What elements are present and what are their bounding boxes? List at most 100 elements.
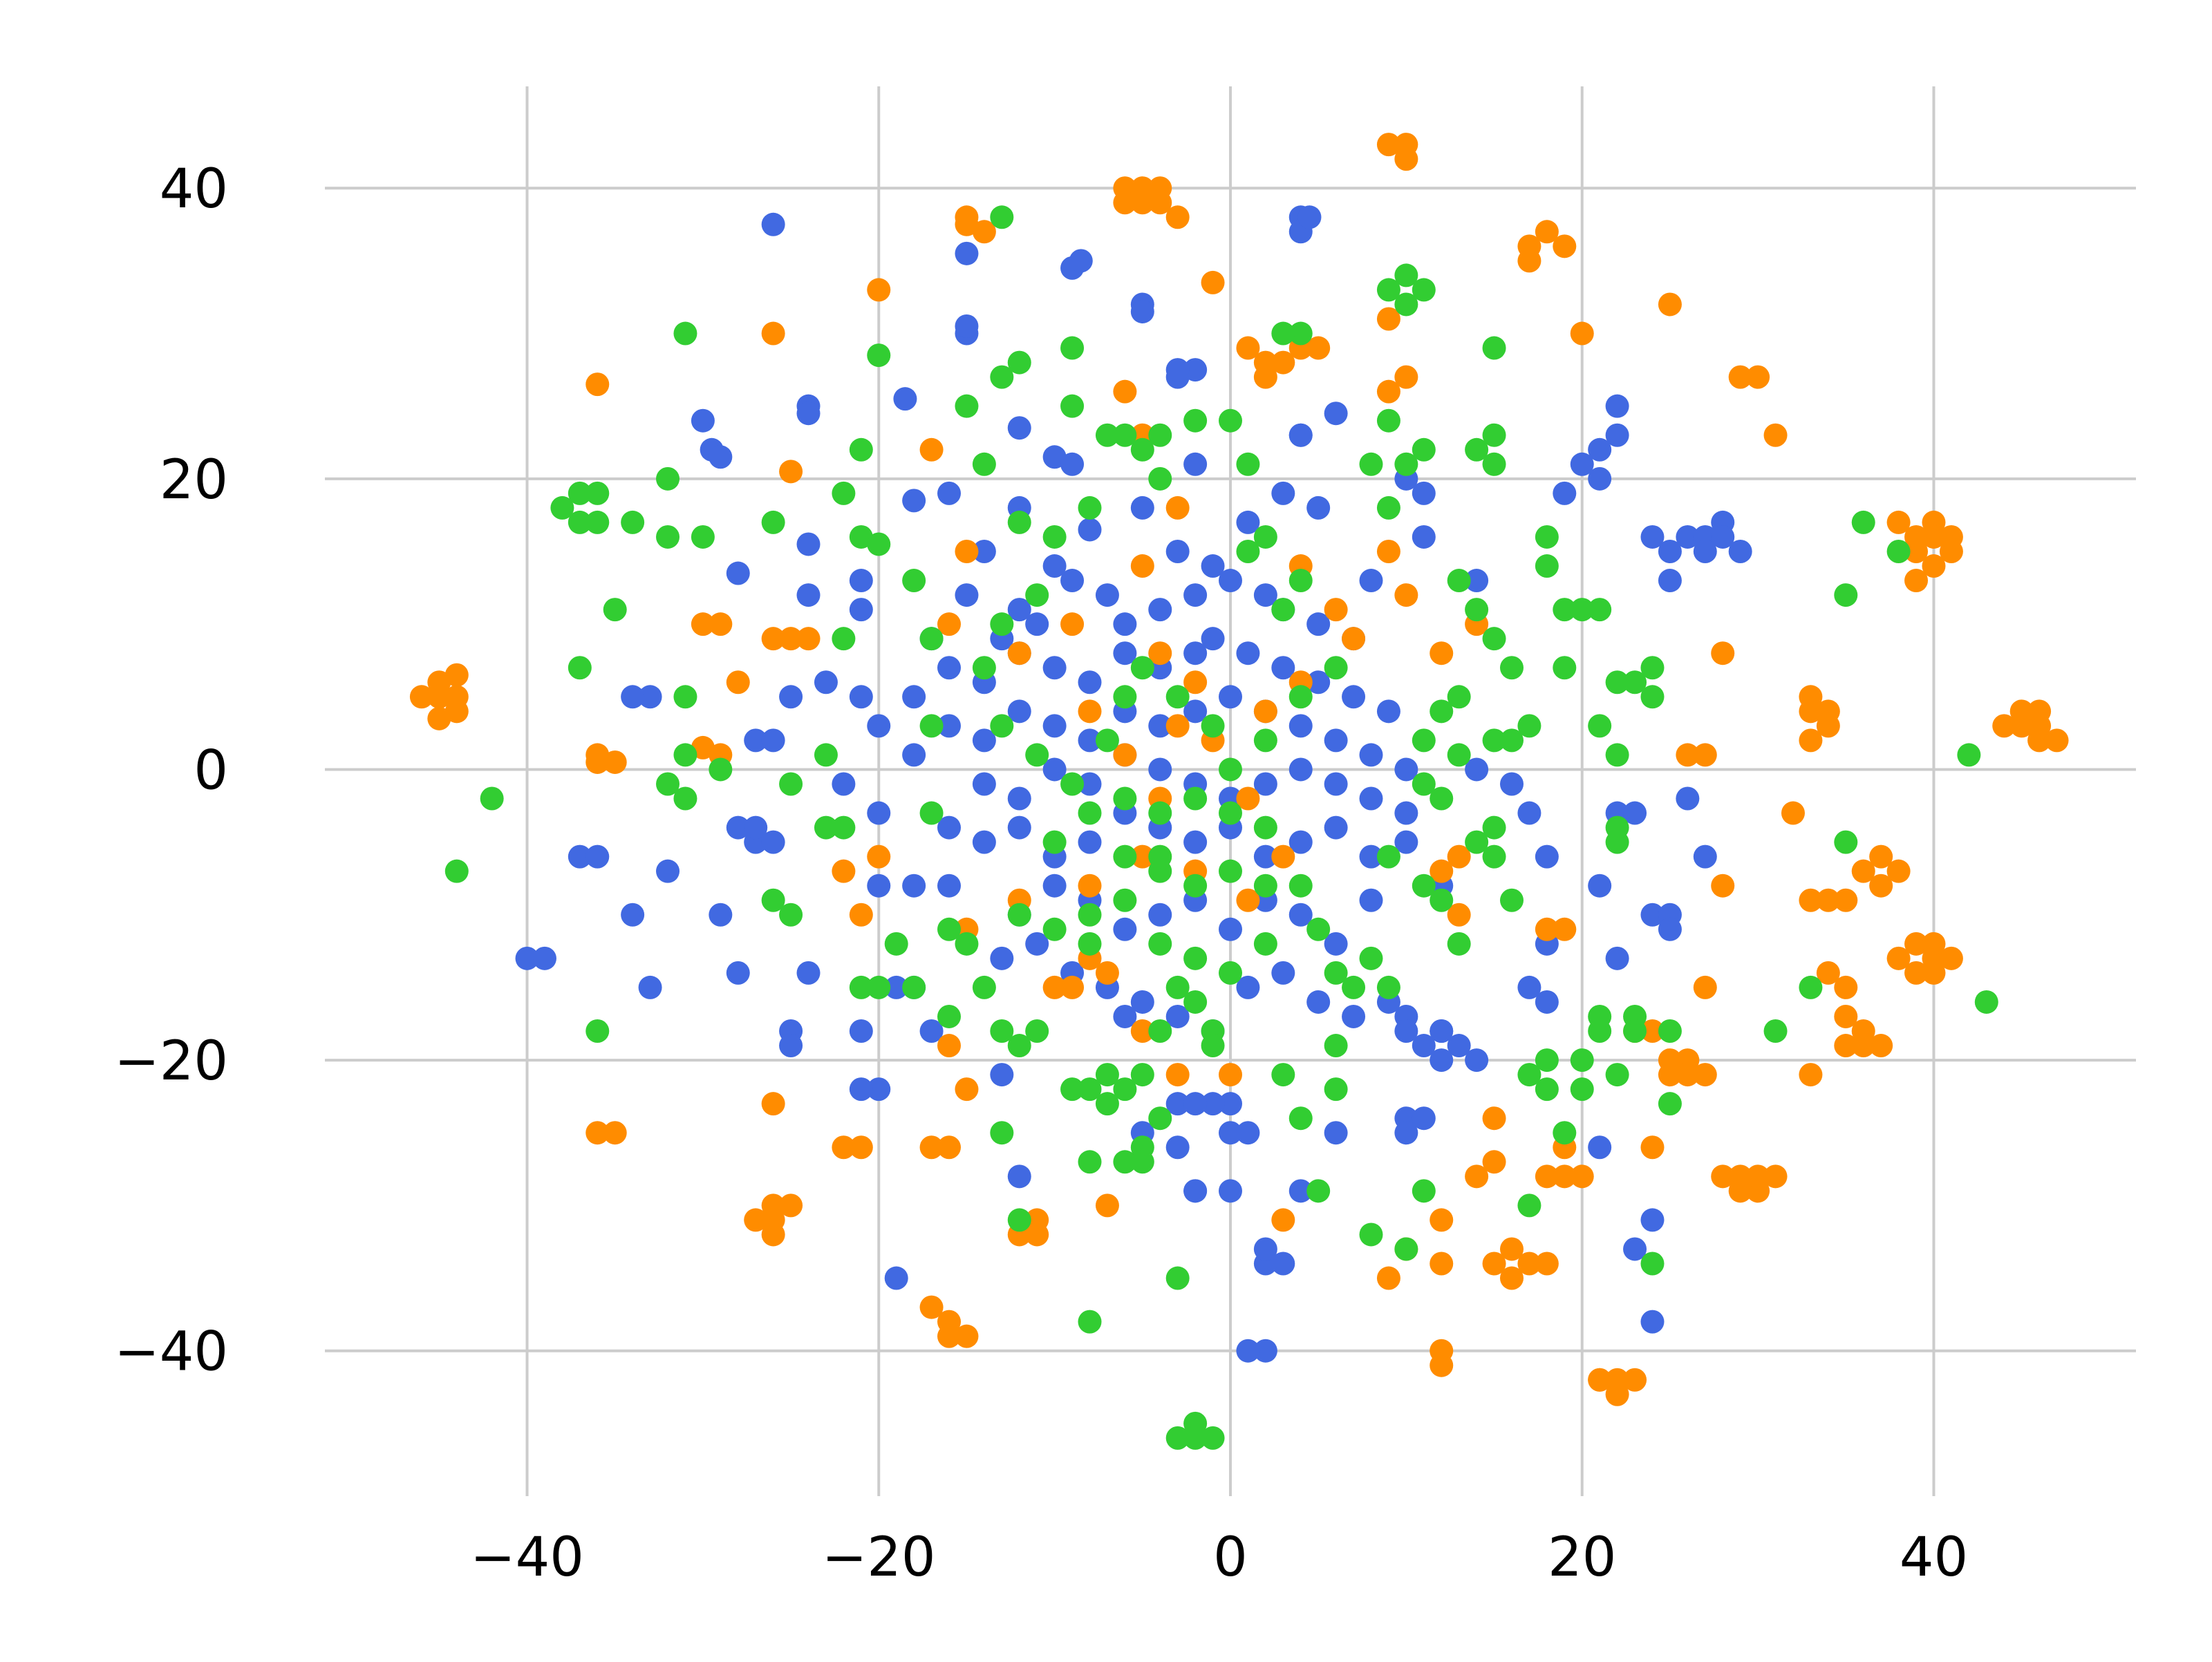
scatter-point bbox=[1130, 656, 1154, 680]
scatter-point bbox=[1253, 1237, 1277, 1261]
scatter-point bbox=[1183, 874, 1208, 898]
scatter-point bbox=[1465, 830, 1489, 854]
scatter-point bbox=[691, 735, 715, 759]
scatter-point bbox=[1165, 1426, 1190, 1450]
scatter-point bbox=[1412, 728, 1436, 753]
scatter-point bbox=[1253, 583, 1277, 607]
scatter-point bbox=[1359, 844, 1383, 869]
scatter-point bbox=[638, 685, 662, 709]
scatter-point bbox=[1025, 1019, 1049, 1044]
scatter-point bbox=[849, 1135, 873, 1160]
scatter-point bbox=[1394, 292, 1418, 317]
scatter-point bbox=[726, 670, 750, 695]
scatter-point bbox=[1324, 1034, 1348, 1058]
scatter-point bbox=[1904, 932, 1929, 956]
scatter-point bbox=[1130, 990, 1154, 1014]
scatter-point bbox=[1095, 423, 1119, 447]
scatter-point bbox=[1219, 1063, 1242, 1087]
scatter-point bbox=[1288, 569, 1313, 593]
scatter-point bbox=[1069, 249, 1093, 273]
scatter-point bbox=[1834, 583, 1858, 607]
scatter-point bbox=[1359, 1222, 1383, 1247]
scatter-point bbox=[1588, 714, 1612, 738]
scatter-point bbox=[1412, 1106, 1436, 1131]
scatter-point bbox=[726, 561, 750, 585]
scatter-point bbox=[1359, 786, 1383, 811]
scatter-point bbox=[1130, 437, 1154, 462]
scatter-point bbox=[1394, 583, 1418, 607]
scatter-point bbox=[1130, 554, 1154, 578]
scatter-point bbox=[1482, 728, 1506, 753]
scatter-point bbox=[937, 874, 962, 898]
scatter-point bbox=[1430, 699, 1454, 724]
scatter-point bbox=[1007, 903, 1031, 927]
scatter-point bbox=[656, 466, 680, 491]
scatter-point bbox=[1553, 234, 1577, 258]
scatter-point bbox=[409, 685, 433, 709]
scatter-point bbox=[1588, 598, 1612, 622]
scatter-point bbox=[1183, 583, 1208, 607]
scatter-point bbox=[1359, 569, 1383, 593]
scatter-point bbox=[955, 394, 979, 418]
scatter-point bbox=[1517, 714, 1541, 738]
scatter-point bbox=[1130, 844, 1154, 869]
scatter-point bbox=[1148, 903, 1172, 927]
scatter-point bbox=[955, 932, 979, 956]
scatter-point bbox=[1288, 714, 1313, 738]
scatter-point bbox=[1394, 452, 1418, 476]
scatter-point bbox=[1535, 1252, 1559, 1276]
scatter-point bbox=[1430, 1339, 1454, 1363]
scatter-point bbox=[1306, 612, 1331, 636]
scatter-point bbox=[1904, 539, 1929, 563]
scatter-point bbox=[1007, 350, 1031, 375]
scatter-point bbox=[1253, 350, 1277, 375]
scatter-point bbox=[1922, 554, 1946, 578]
scatter-point bbox=[427, 706, 451, 730]
scatter-point bbox=[972, 728, 996, 753]
scatter-point bbox=[814, 743, 838, 767]
scatter-point bbox=[1324, 1121, 1348, 1145]
scatter-point bbox=[1605, 743, 1629, 767]
scatter-point bbox=[832, 481, 856, 505]
scatter-point bbox=[1693, 1063, 1717, 1087]
y-tick-label: 40 bbox=[160, 158, 228, 220]
scatter-point bbox=[893, 387, 917, 411]
scatter-point bbox=[796, 402, 821, 426]
scatter-point bbox=[761, 212, 785, 236]
scatter-point bbox=[1219, 961, 1242, 985]
scatter-point bbox=[1236, 1121, 1260, 1145]
scatter-point bbox=[1974, 990, 1998, 1014]
scatter-point bbox=[1236, 1339, 1260, 1363]
scatter-point bbox=[1060, 1077, 1085, 1102]
scatter-point bbox=[1376, 408, 1400, 433]
scatter-point bbox=[1623, 1237, 1647, 1261]
scatter-point bbox=[1236, 510, 1260, 534]
scatter-point bbox=[1148, 714, 1172, 738]
scatter-point bbox=[1623, 670, 1647, 695]
scatter-point bbox=[1553, 1121, 1577, 1145]
scatter-point bbox=[1113, 685, 1137, 709]
scatter-point bbox=[1394, 1019, 1418, 1044]
scatter-point bbox=[779, 685, 803, 709]
scatter-point bbox=[1499, 888, 1524, 912]
scatter-point bbox=[1588, 437, 1612, 462]
scatter-point bbox=[937, 714, 962, 738]
scatter-point bbox=[1060, 394, 1085, 418]
scatter-point bbox=[1253, 525, 1277, 549]
scatter-point bbox=[1148, 598, 1172, 622]
scatter-point bbox=[1359, 743, 1383, 767]
scatter-point bbox=[1482, 844, 1506, 869]
scatter-point bbox=[1078, 932, 1102, 956]
x-tick-label: −40 bbox=[470, 1527, 584, 1589]
scatter-point bbox=[832, 859, 856, 883]
scatter-point bbox=[1007, 641, 1031, 665]
scatter-point bbox=[814, 815, 838, 840]
scatter-point bbox=[1078, 495, 1102, 520]
scatter-point bbox=[1376, 133, 1400, 157]
scatter-point bbox=[1605, 946, 1629, 970]
scatter-point bbox=[1025, 583, 1049, 607]
scatter-point bbox=[1183, 830, 1208, 854]
scatter-point bbox=[1288, 1179, 1313, 1203]
scatter-point bbox=[1640, 525, 1665, 549]
scatter-point bbox=[1078, 801, 1102, 825]
